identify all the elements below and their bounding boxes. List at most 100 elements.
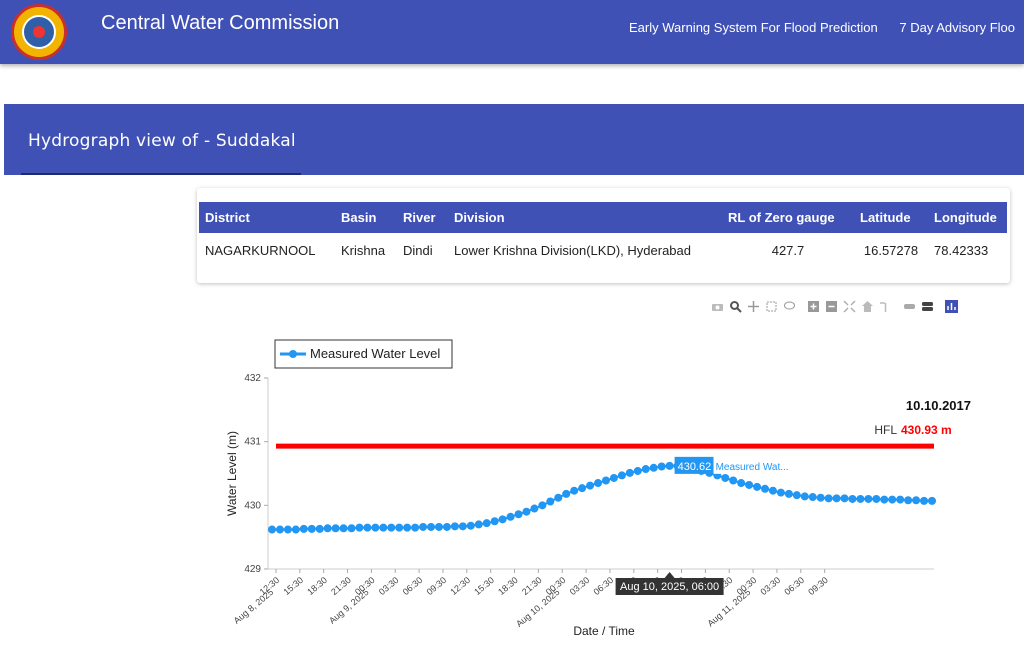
cell-latitude: 16.57278 (863, 243, 919, 258)
hfl-date-label: 10.10.2017 (906, 398, 971, 413)
data-point (753, 482, 762, 491)
chart-overlay: Measured Water Level 430.62 Measured Wat..… (274, 339, 804, 595)
data-point (411, 523, 420, 532)
hfl-label: HFL (874, 423, 897, 437)
data-point (864, 494, 873, 503)
hover-x-label: Aug 10, 2025, 06:00 (620, 581, 719, 593)
data-point (729, 476, 738, 485)
data-point (888, 495, 897, 504)
data-point (347, 524, 356, 533)
data-point (490, 517, 499, 526)
data-point (904, 496, 913, 505)
x-tick-label: 03:30 (568, 575, 592, 597)
data-point (800, 492, 809, 501)
data-point (737, 479, 746, 488)
data-point (840, 494, 849, 503)
data-point (562, 489, 571, 498)
data-point (379, 523, 388, 532)
x-tick-label: 18:30 (496, 575, 520, 597)
data-point (419, 522, 428, 531)
x-tick-label: 09:30 (806, 575, 830, 597)
data-point (434, 522, 443, 531)
data-point (880, 495, 889, 504)
x-tick-label: 09:30 (425, 575, 449, 597)
x-tick-label: 06:30 (592, 575, 616, 597)
x-tick-label: 15:30 (281, 575, 305, 597)
station-info-card: District Basin River Division RL of Zero… (197, 188, 1010, 283)
data-point (283, 525, 292, 534)
data-point (928, 496, 936, 505)
app-bar: Central Water Commission Early Warning S… (0, 0, 1024, 64)
chart-legend: Measured Water Level (274, 339, 453, 369)
box-select-icon[interactable] (765, 300, 778, 313)
data-point (761, 484, 770, 493)
data-point (522, 507, 531, 516)
zoom-icon[interactable] (729, 300, 742, 313)
hydrograph-plot[interactable]: 429 430 431 432 Water Level (m) 12:30 15:30 18:… (206, 288, 1002, 638)
x-tick-label: 03:30 (759, 575, 783, 597)
data-point (808, 493, 817, 502)
data-point (912, 496, 921, 505)
data-point (514, 510, 523, 519)
data-point (816, 493, 825, 502)
app-title[interactable]: Central Water Commission (101, 12, 340, 34)
data-point (506, 512, 515, 521)
col-basin: Basin (335, 202, 397, 233)
zoom-out-icon[interactable] (825, 300, 838, 313)
col-latitude: Latitude (854, 202, 928, 233)
data-point (601, 476, 610, 485)
hover-x-box (615, 578, 724, 595)
data-point (363, 523, 372, 532)
x-tick-label: 15:30 (472, 575, 496, 597)
data-point (530, 504, 539, 513)
x-tick-label: 06:30 (782, 575, 806, 597)
col-river: River (397, 202, 448, 233)
y-axis-title: Water Level (m) (225, 431, 239, 516)
autoscale-icon[interactable] (843, 300, 856, 313)
data-point (291, 525, 300, 534)
data-point (299, 524, 308, 533)
top-nav: Early Warning System For Flood Predictio… (629, 20, 1024, 35)
col-division: Division (448, 202, 722, 233)
data-point (315, 524, 324, 533)
data-point (641, 465, 650, 474)
col-longitude: Longitude (928, 202, 1007, 233)
x-tick-label: 21:30 (520, 575, 544, 597)
data-point (896, 495, 905, 504)
nav-early-warning[interactable]: Early Warning System For Flood Predictio… (629, 20, 878, 35)
hover-value-label: 430.62 (678, 461, 712, 473)
y-tick-label: 430 (244, 500, 261, 511)
data-point (395, 523, 404, 532)
reset-axes-icon[interactable] (861, 300, 874, 313)
data-point (371, 523, 380, 532)
data-point (268, 525, 276, 534)
x-tick-label: 12:30 (448, 575, 472, 597)
x-axis-title: Date / Time (573, 624, 635, 638)
lasso-icon[interactable] (783, 300, 796, 313)
data-point (594, 479, 603, 488)
water-level-series (268, 461, 936, 534)
data-point (450, 522, 459, 531)
hover-series-box (713, 456, 804, 474)
data-point (355, 523, 364, 532)
data-point (768, 486, 777, 495)
logo-emblem (22, 15, 56, 49)
cwc-logo[interactable] (11, 4, 67, 60)
hover-compare-icon[interactable] (921, 300, 934, 313)
y-tick-label: 431 (244, 437, 261, 448)
camera-icon[interactable] (711, 300, 724, 313)
data-point (848, 494, 857, 503)
data-point (617, 471, 626, 480)
nav-7-day-advisory[interactable]: 7 Day Advisory Floo (899, 20, 1016, 35)
spike-lines-icon[interactable] (879, 300, 892, 313)
zoom-in-icon[interactable] (807, 300, 820, 313)
y-tick-label: 432 (244, 373, 261, 384)
hover-closest-icon[interactable] (903, 300, 916, 313)
data-point (609, 473, 618, 482)
data-point (546, 497, 555, 506)
legend-label: Measured Water Level (310, 346, 440, 361)
pan-icon[interactable] (747, 300, 760, 313)
x-tick-label: 18:30 (305, 575, 329, 597)
data-point (721, 473, 730, 482)
